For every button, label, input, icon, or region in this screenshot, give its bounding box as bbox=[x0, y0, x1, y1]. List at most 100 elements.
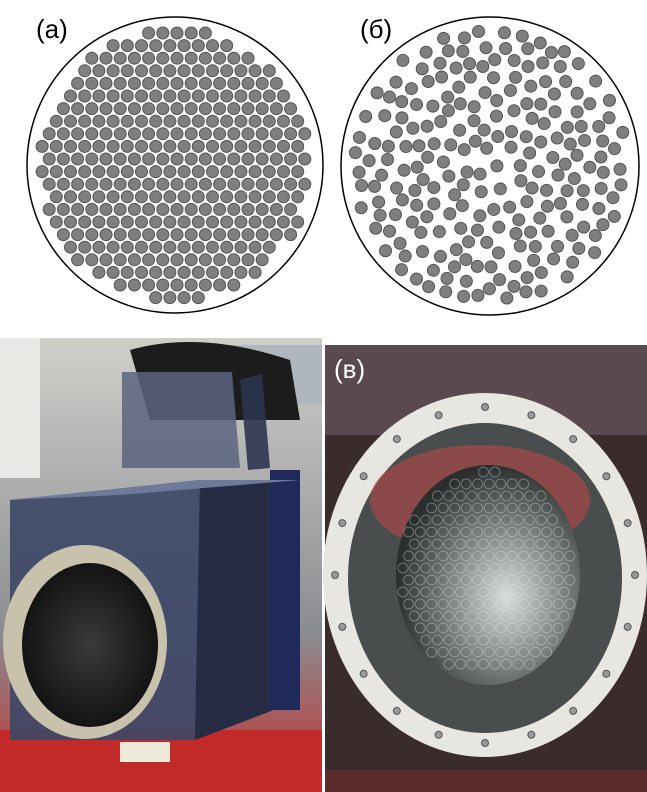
rod bbox=[371, 87, 383, 99]
rod bbox=[171, 128, 183, 140]
rod bbox=[235, 216, 247, 228]
rod bbox=[278, 191, 290, 203]
rod bbox=[292, 166, 304, 178]
rod bbox=[178, 216, 190, 228]
rod bbox=[624, 520, 631, 527]
rod bbox=[595, 151, 607, 163]
rod bbox=[157, 279, 169, 291]
rod bbox=[164, 115, 176, 127]
rod bbox=[542, 225, 554, 237]
rod bbox=[157, 128, 169, 140]
rod bbox=[500, 42, 512, 54]
rod bbox=[450, 62, 462, 74]
rod bbox=[509, 260, 521, 272]
rod bbox=[178, 65, 190, 77]
rod bbox=[100, 178, 112, 190]
rod bbox=[157, 178, 169, 190]
rod bbox=[460, 275, 472, 287]
rod bbox=[508, 105, 520, 117]
rod bbox=[263, 140, 275, 152]
rod bbox=[114, 103, 126, 115]
rod bbox=[481, 236, 493, 248]
rod bbox=[171, 103, 183, 115]
rod bbox=[50, 191, 62, 203]
rod bbox=[136, 90, 148, 102]
rod bbox=[107, 40, 119, 52]
rod bbox=[515, 175, 527, 187]
rod bbox=[573, 242, 585, 254]
rod bbox=[415, 226, 427, 238]
rod bbox=[221, 216, 233, 228]
rod bbox=[114, 178, 126, 190]
rod bbox=[508, 280, 520, 292]
rod bbox=[221, 241, 233, 253]
rod bbox=[516, 30, 528, 42]
rod bbox=[579, 134, 591, 146]
rod bbox=[107, 115, 119, 127]
rod bbox=[242, 178, 254, 190]
rod bbox=[505, 141, 517, 153]
rod bbox=[143, 178, 155, 190]
rod bbox=[86, 77, 98, 89]
rod bbox=[249, 140, 261, 152]
rod bbox=[607, 192, 619, 204]
rod bbox=[597, 166, 609, 178]
rod bbox=[214, 77, 226, 89]
rod bbox=[235, 90, 247, 102]
rod bbox=[456, 200, 468, 212]
rod bbox=[235, 140, 247, 152]
rod bbox=[107, 216, 119, 228]
rod bbox=[256, 203, 268, 215]
rod bbox=[171, 279, 183, 291]
rod bbox=[572, 58, 584, 70]
rod bbox=[36, 140, 48, 152]
rod bbox=[566, 229, 578, 241]
rod bbox=[263, 115, 275, 127]
rod bbox=[228, 153, 240, 165]
rod bbox=[128, 103, 140, 115]
rod bbox=[299, 153, 311, 165]
rod bbox=[263, 90, 275, 102]
rod bbox=[389, 209, 401, 221]
rod bbox=[571, 106, 583, 118]
rod bbox=[65, 90, 77, 102]
rod bbox=[454, 98, 466, 110]
rod bbox=[171, 153, 183, 165]
rod bbox=[411, 99, 423, 111]
rod bbox=[589, 229, 601, 241]
rod bbox=[57, 103, 69, 115]
rod bbox=[100, 229, 112, 241]
rod bbox=[584, 161, 596, 173]
rod bbox=[171, 203, 183, 215]
panel-b bbox=[341, 17, 639, 315]
rod bbox=[438, 32, 450, 44]
rod bbox=[72, 153, 84, 165]
rod bbox=[514, 160, 526, 172]
rod bbox=[178, 166, 190, 178]
rod bbox=[121, 191, 133, 203]
rod bbox=[65, 115, 77, 127]
rod bbox=[285, 229, 297, 241]
rod bbox=[379, 110, 391, 122]
rod bbox=[207, 266, 219, 278]
rod bbox=[136, 115, 148, 127]
rod bbox=[136, 166, 148, 178]
rod bbox=[270, 178, 282, 190]
rod bbox=[608, 210, 620, 222]
rod bbox=[390, 126, 402, 138]
rod bbox=[526, 112, 538, 124]
rod bbox=[207, 65, 219, 77]
rod bbox=[221, 90, 233, 102]
rod bbox=[79, 90, 91, 102]
rod bbox=[396, 112, 408, 124]
rod bbox=[214, 279, 226, 291]
rod bbox=[171, 254, 183, 266]
rod bbox=[192, 216, 204, 228]
rod bbox=[86, 178, 98, 190]
rod bbox=[79, 216, 91, 228]
rod bbox=[164, 216, 176, 228]
rod bbox=[263, 65, 275, 77]
rod bbox=[143, 153, 155, 165]
rod bbox=[136, 65, 148, 77]
rod bbox=[278, 216, 290, 228]
